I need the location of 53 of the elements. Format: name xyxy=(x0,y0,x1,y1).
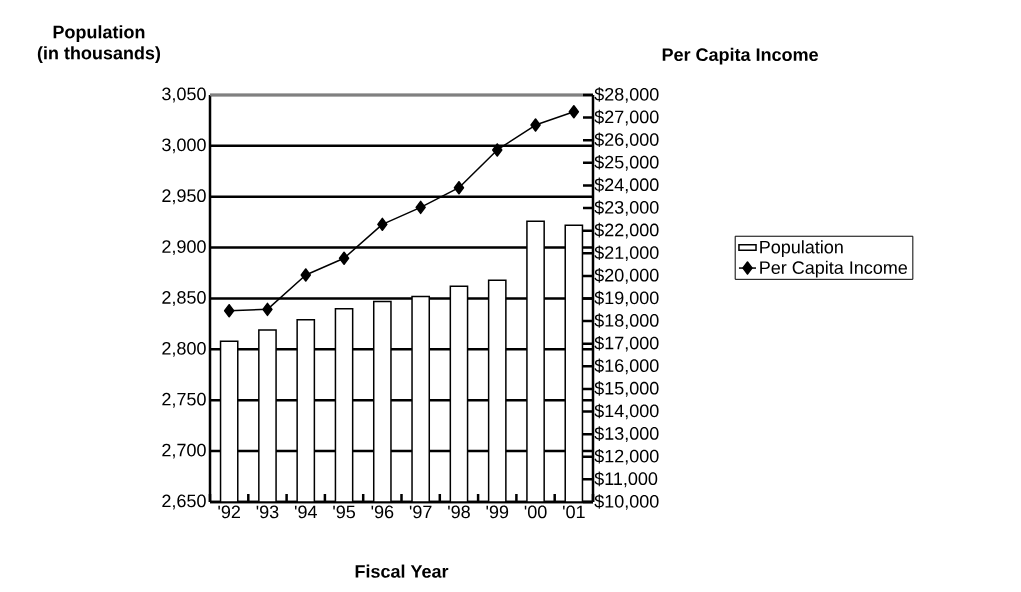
y2-tick-label: $15,000 xyxy=(594,381,659,397)
point xyxy=(223,303,235,318)
x-tick-label: '00 xyxy=(524,505,547,519)
x-tick-label: '94 xyxy=(294,505,317,519)
point xyxy=(300,268,312,282)
y-tick-label: 3,050 xyxy=(162,87,206,103)
point xyxy=(492,143,503,157)
x-tick-label: '98 xyxy=(448,505,470,519)
y2-tick-label: $27,000 xyxy=(594,109,659,126)
y2-axis-title: Per Capita Income xyxy=(662,47,818,65)
x-axis-title: Fiscal Year xyxy=(355,564,449,578)
y2-tick-label: $24,000 xyxy=(594,177,659,194)
y-tick-label: 2,900 xyxy=(162,240,206,256)
x-tick-label: '92 xyxy=(218,505,240,519)
y-axis-title: Population (in thousands) xyxy=(37,25,161,63)
y2-tick-label: $13,000 xyxy=(594,426,659,442)
y-tick-label: 2,650 xyxy=(162,494,206,510)
x-tick-label: '97 xyxy=(409,505,432,519)
y2-tick-label: $16,000 xyxy=(594,358,659,375)
y2-tick-label: $23,000 xyxy=(594,200,659,216)
x-tick-label: '99 xyxy=(486,505,509,519)
x-tick-label: '96 xyxy=(371,505,394,519)
x-tick-label: '95 xyxy=(333,505,356,519)
y2-tick-label: $21,000 xyxy=(594,245,659,262)
y2-tick-label: $17,000 xyxy=(594,335,659,352)
point xyxy=(453,180,465,195)
point xyxy=(568,104,580,119)
y-tick-label: 2,700 xyxy=(162,443,206,459)
y2-tick-label: $25,000 xyxy=(594,155,659,171)
y2-tick-label: $12,000 xyxy=(594,448,659,465)
y2-tick-label: $10,000 xyxy=(594,494,659,510)
y2-tick-label: $18,000 xyxy=(594,313,659,329)
y-tick-label: 3,000 xyxy=(162,138,206,154)
y2-tick-label: $26,000 xyxy=(594,132,659,149)
x-tick-label: '93 xyxy=(256,505,279,519)
y2-tick-label: $19,000 xyxy=(594,290,659,307)
legend-label: Per Capita Income xyxy=(760,260,908,278)
y2-tick-label: $14,000 xyxy=(594,403,659,420)
point xyxy=(262,302,273,317)
y2-tick-label: $28,000 xyxy=(594,87,659,103)
point xyxy=(338,251,350,265)
y2-tick-label: $11,000 xyxy=(594,471,658,488)
y-tick-label: 2,750 xyxy=(162,392,206,408)
point xyxy=(530,118,541,132)
y-tick-label: 2,800 xyxy=(162,341,206,357)
point xyxy=(415,200,426,215)
y-tick-label: 2,850 xyxy=(162,291,206,306)
x-tick-label: '01 xyxy=(563,505,585,519)
legend-label: Population xyxy=(760,240,843,258)
y2-tick-label: $20,000 xyxy=(594,268,659,284)
point xyxy=(377,217,388,232)
y-tick-label: 2,950 xyxy=(162,189,206,205)
y2-tick-label: $22,000 xyxy=(594,222,659,239)
